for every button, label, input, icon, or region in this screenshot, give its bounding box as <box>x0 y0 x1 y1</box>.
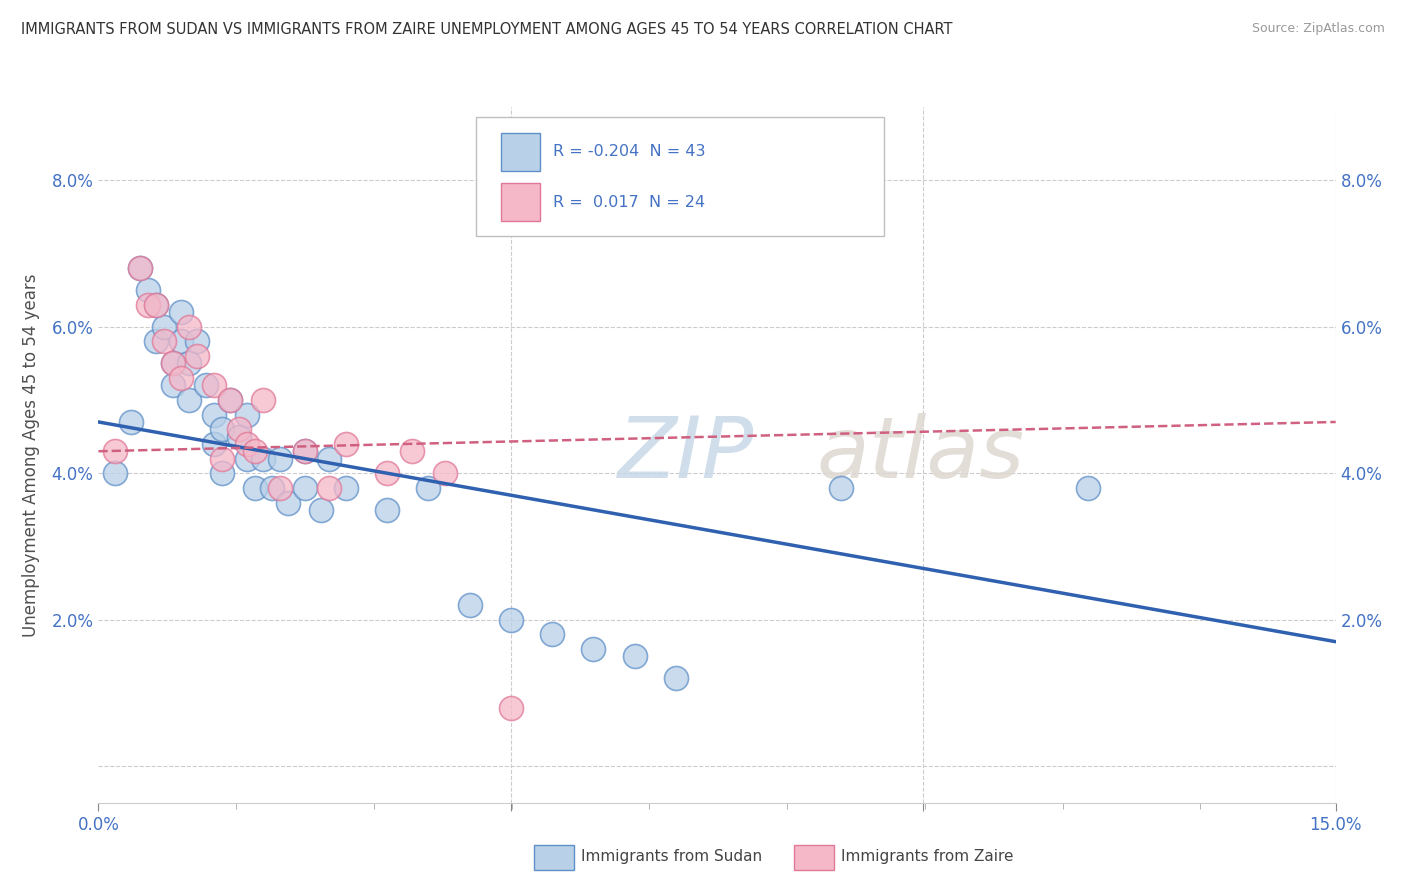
Point <box>104 467 127 481</box>
Point <box>236 408 259 422</box>
Point <box>153 334 176 349</box>
Point <box>104 444 127 458</box>
Y-axis label: Unemployment Among Ages 45 to 54 years: Unemployment Among Ages 45 to 54 years <box>22 273 41 637</box>
Point <box>375 503 398 517</box>
Point <box>219 392 242 407</box>
Point <box>269 481 291 495</box>
Point <box>318 481 340 495</box>
Point <box>228 422 250 436</box>
Point <box>170 371 193 385</box>
Point <box>243 444 266 458</box>
Point <box>294 444 316 458</box>
Text: ZIP: ZIP <box>619 413 755 497</box>
FancyBboxPatch shape <box>501 183 540 221</box>
Point <box>375 467 398 481</box>
Point <box>260 481 283 495</box>
Point <box>236 437 259 451</box>
Point <box>1077 481 1099 495</box>
Point <box>499 613 522 627</box>
Point <box>202 378 225 392</box>
Point <box>170 334 193 349</box>
Text: IMMIGRANTS FROM SUDAN VS IMMIGRANTS FROM ZAIRE UNEMPLOYMENT AMONG AGES 45 TO 54 : IMMIGRANTS FROM SUDAN VS IMMIGRANTS FROM… <box>21 22 953 37</box>
Point <box>236 451 259 466</box>
Point <box>211 422 233 436</box>
Point <box>335 437 357 451</box>
Point <box>401 444 423 458</box>
Point <box>211 451 233 466</box>
Point <box>665 671 688 685</box>
Point <box>186 334 208 349</box>
Point <box>252 451 274 466</box>
Text: atlas: atlas <box>815 413 1024 497</box>
Text: R =  0.017  N = 24: R = 0.017 N = 24 <box>553 194 704 210</box>
Point <box>277 495 299 509</box>
Point <box>136 283 159 297</box>
Point <box>162 378 184 392</box>
Point <box>202 408 225 422</box>
Text: Immigrants from Sudan: Immigrants from Sudan <box>581 849 762 863</box>
FancyBboxPatch shape <box>501 133 540 171</box>
Point <box>179 356 201 370</box>
Point <box>219 392 242 407</box>
FancyBboxPatch shape <box>475 118 884 235</box>
Text: Source: ZipAtlas.com: Source: ZipAtlas.com <box>1251 22 1385 36</box>
Point <box>269 451 291 466</box>
Point <box>145 298 167 312</box>
Point <box>162 356 184 370</box>
Point <box>228 429 250 443</box>
Point <box>179 392 201 407</box>
Point <box>202 437 225 451</box>
Point <box>120 415 142 429</box>
Point <box>623 649 645 664</box>
Point <box>418 481 440 495</box>
Text: R = -0.204  N = 43: R = -0.204 N = 43 <box>553 145 704 160</box>
Point <box>145 334 167 349</box>
Point <box>243 481 266 495</box>
Point <box>170 305 193 319</box>
Point <box>211 467 233 481</box>
Point <box>830 481 852 495</box>
Point <box>153 319 176 334</box>
Point <box>186 349 208 363</box>
Point <box>136 298 159 312</box>
Point <box>541 627 564 641</box>
Point <box>309 503 332 517</box>
Point <box>318 451 340 466</box>
Point <box>162 356 184 370</box>
Text: Immigrants from Zaire: Immigrants from Zaire <box>841 849 1014 863</box>
Point <box>294 444 316 458</box>
Point <box>499 700 522 714</box>
Point <box>179 319 201 334</box>
Point <box>294 481 316 495</box>
Point <box>582 642 605 657</box>
Point <box>252 392 274 407</box>
Point <box>194 378 217 392</box>
Point <box>433 467 456 481</box>
Point <box>128 261 150 276</box>
Point <box>128 261 150 276</box>
Point <box>335 481 357 495</box>
Point <box>145 298 167 312</box>
Point <box>458 598 481 612</box>
